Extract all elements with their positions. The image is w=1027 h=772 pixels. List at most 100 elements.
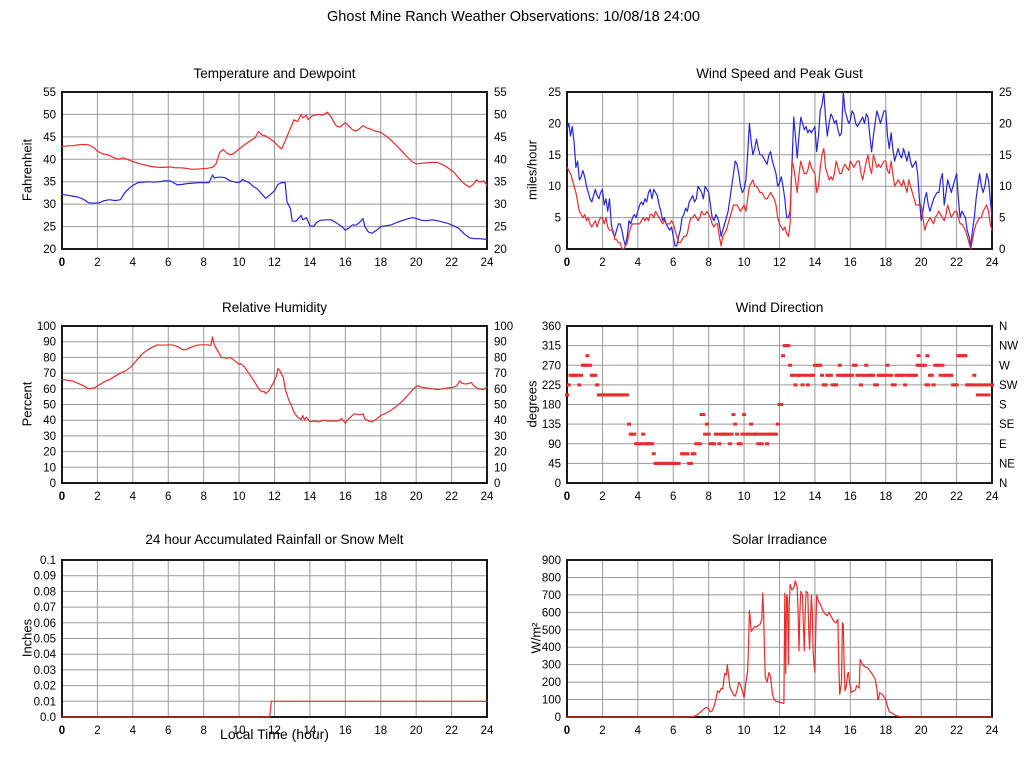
svg-text:45: 45 [43, 132, 56, 144]
svg-text:6: 6 [670, 491, 676, 503]
relative-humidity-plot: 0 2 4 6 8 10 12 14 16 18 20 22 240102030405060708090… [37, 321, 513, 503]
svg-text:14: 14 [809, 491, 822, 503]
svg-text:0: 0 [59, 725, 65, 737]
svg-text:2: 2 [599, 257, 605, 269]
svg-text:180: 180 [542, 400, 561, 412]
svg-text:8: 8 [705, 257, 711, 269]
svg-text:24: 24 [986, 491, 999, 503]
svg-text:10: 10 [738, 491, 751, 503]
svg-text:S: S [999, 400, 1007, 412]
svg-text:2: 2 [94, 491, 100, 503]
svg-text:20: 20 [915, 491, 928, 503]
svg-text:16: 16 [339, 257, 352, 269]
svg-text:0: 0 [564, 491, 570, 503]
svg-text:40: 40 [494, 154, 507, 166]
svg-text:SW: SW [999, 380, 1018, 392]
svg-text:100: 100 [494, 321, 513, 333]
svg-text:24: 24 [986, 257, 999, 269]
svg-text:300: 300 [542, 660, 561, 672]
svg-text:0.06: 0.06 [34, 618, 56, 630]
svg-text:20: 20 [410, 725, 423, 737]
svg-text:25: 25 [43, 222, 56, 234]
svg-text:270: 270 [542, 360, 561, 372]
svg-text:16: 16 [339, 725, 352, 737]
svg-text:0.0: 0.0 [40, 712, 56, 724]
rainfall-plot: 0 2 4 6 8 10 12 14 16 18 20 22 240.00.010.020.030.04… [34, 555, 494, 737]
svg-text:800: 800 [542, 572, 561, 584]
svg-text:22: 22 [950, 491, 963, 503]
svg-text:30: 30 [43, 199, 56, 211]
svg-text:16: 16 [844, 257, 857, 269]
svg-text:10: 10 [999, 181, 1012, 193]
svg-text:18: 18 [879, 491, 892, 503]
svg-text:16: 16 [844, 491, 857, 503]
svg-text:8: 8 [200, 725, 206, 737]
svg-text:18: 18 [374, 725, 387, 737]
svg-text:10: 10 [738, 725, 751, 737]
svg-text:20: 20 [43, 244, 56, 256]
svg-text:24: 24 [481, 725, 494, 737]
svg-text:N: N [999, 478, 1007, 490]
svg-text:20: 20 [548, 118, 561, 130]
svg-text:2: 2 [599, 491, 605, 503]
svg-text:14: 14 [809, 725, 822, 737]
svg-text:22: 22 [950, 257, 963, 269]
svg-text:6: 6 [165, 257, 171, 269]
svg-text:90: 90 [494, 337, 507, 349]
svg-text:12: 12 [268, 257, 281, 269]
svg-text:0: 0 [555, 244, 561, 256]
svg-text:10: 10 [548, 181, 561, 193]
svg-text:8: 8 [705, 491, 711, 503]
svg-text:22: 22 [445, 257, 458, 269]
svg-text:40: 40 [43, 415, 56, 427]
svg-text:2: 2 [599, 725, 605, 737]
svg-text:5: 5 [999, 213, 1005, 225]
svg-text:90: 90 [548, 439, 561, 451]
temperature-dewpoint-plot: 0 2 4 6 8 10 12 14 16 18 20 22 242025303540455055202… [43, 87, 507, 269]
chart-title-rainfall: 24 hour Accumulated Rainfall or Snow Mel… [145, 532, 404, 547]
svg-text:18: 18 [879, 257, 892, 269]
svg-text:400: 400 [542, 642, 561, 654]
svg-text:0: 0 [555, 712, 561, 724]
svg-text:0.09: 0.09 [34, 571, 56, 583]
svg-text:20: 20 [494, 244, 507, 256]
svg-text:4: 4 [130, 257, 137, 269]
svg-text:50: 50 [43, 400, 56, 412]
svg-text:16: 16 [339, 491, 352, 503]
svg-text:4: 4 [130, 725, 137, 737]
svg-text:22: 22 [445, 491, 458, 503]
svg-text:35: 35 [494, 177, 507, 189]
svg-text:12: 12 [773, 725, 786, 737]
svg-text:25: 25 [494, 222, 507, 234]
svg-text:NW: NW [999, 341, 1018, 353]
svg-text:8: 8 [705, 725, 711, 737]
svg-text:80: 80 [43, 352, 56, 364]
svg-text:200: 200 [542, 677, 561, 689]
chart-title-wind-speed-gust: Wind Speed and Peak Gust [696, 66, 863, 81]
svg-text:SE: SE [999, 419, 1015, 431]
svg-text:60: 60 [494, 384, 507, 396]
svg-text:80: 80 [494, 352, 507, 364]
svg-text:14: 14 [809, 257, 822, 269]
svg-text:40: 40 [43, 154, 56, 166]
svg-text:10: 10 [494, 462, 507, 474]
svg-text:0: 0 [59, 491, 65, 503]
svg-text:14: 14 [304, 257, 317, 269]
svg-text:0: 0 [50, 478, 56, 490]
svg-text:12: 12 [773, 257, 786, 269]
svg-text:15: 15 [999, 150, 1012, 162]
svg-text:20: 20 [410, 491, 423, 503]
svg-text:45: 45 [548, 458, 561, 470]
wind-speed-gust-plot: 0 2 4 6 8 10 12 14 16 18 20 22 240510152025051015202… [548, 87, 1012, 269]
svg-text:25: 25 [999, 87, 1012, 99]
svg-text:30: 30 [494, 431, 507, 443]
svg-text:15: 15 [548, 150, 561, 162]
chart-title-temperature-dewpoint: Temperature and Dewpoint [193, 66, 356, 81]
svg-text:8: 8 [200, 491, 206, 503]
x-axis-label-local-time: Local Time (hour) [220, 726, 329, 742]
svg-text:22: 22 [445, 725, 458, 737]
svg-text:30: 30 [43, 431, 56, 443]
svg-text:70: 70 [43, 368, 56, 380]
svg-text:900: 900 [542, 555, 561, 567]
